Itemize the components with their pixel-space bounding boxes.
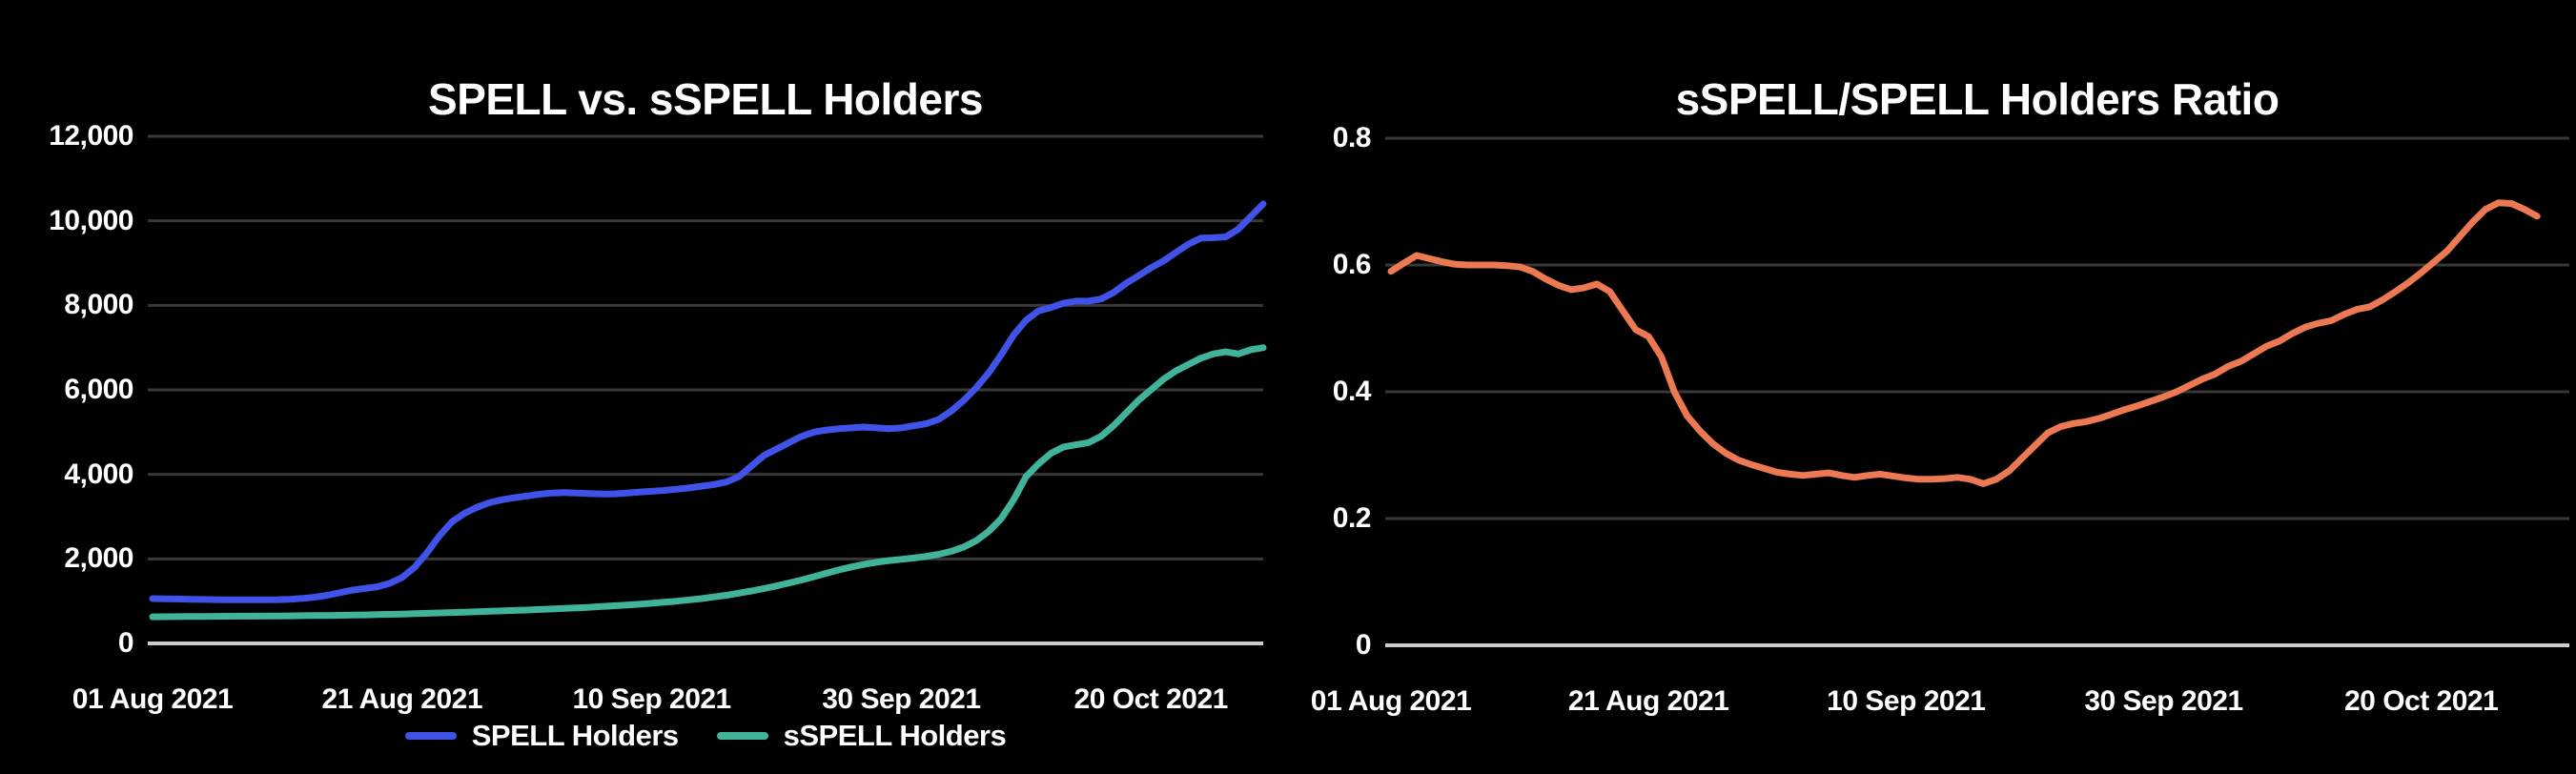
sspell-holders-line-swatch bbox=[716, 732, 768, 740]
y-tick-label: 0.4 bbox=[1332, 376, 1372, 407]
y-tick-label: 8,000 bbox=[64, 289, 133, 321]
chart-spell-vs-sspell-legend: SPELL Holders sSPELL Holders bbox=[148, 713, 1263, 759]
chart-sspell-spell-ratio-plot bbox=[1385, 136, 2569, 647]
sspell-holders-legend-label: sSPELL Holders bbox=[783, 719, 1007, 752]
x-tick-label: 01 Aug 2021 bbox=[72, 683, 234, 715]
series-line-1 bbox=[149, 344, 1267, 621]
chart-spell-vs-sspell-canvas bbox=[148, 134, 1267, 645]
y-tick-label: 10,000 bbox=[49, 204, 133, 236]
y-tick-label: 0 bbox=[117, 627, 134, 659]
x-tick-label: 20 Oct 2021 bbox=[2343, 685, 2499, 717]
y-tick-label: 6,000 bbox=[64, 374, 133, 405]
x-tick-label: 30 Sep 2021 bbox=[822, 683, 981, 715]
y-tick-label: 0.8 bbox=[1332, 122, 1372, 153]
y-tick-label: 0 bbox=[1355, 629, 1372, 661]
chart-sspell-spell-ratio-canvas bbox=[1385, 136, 2569, 647]
x-tick-label: 10 Sep 2021 bbox=[1827, 685, 1986, 717]
y-tick-label: 0.6 bbox=[1332, 249, 1372, 280]
chart-spell-vs-sspell-plot bbox=[148, 134, 1267, 645]
legend-item-sspell-holders: sSPELL Holders bbox=[716, 719, 1007, 753]
x-tick-label: 21 Aug 2021 bbox=[321, 683, 483, 715]
legend-item-spell-holders: SPELL Holders bbox=[404, 719, 679, 753]
chart-spell-vs-sspell-title: SPELL vs. sSPELL Holders bbox=[428, 73, 983, 124]
chart-sspell-spell-ratio-title: sSPELL/SPELL Holders Ratio bbox=[1675, 73, 2280, 124]
y-tick-label: 4,000 bbox=[64, 458, 133, 490]
spell-holders-legend-label: SPELL Holders bbox=[471, 719, 679, 752]
x-tick-label: 10 Sep 2021 bbox=[572, 683, 731, 715]
spell-holders-line-swatch bbox=[404, 732, 457, 740]
y-tick-label: 0.2 bbox=[1332, 502, 1372, 534]
series-line-0 bbox=[149, 200, 1267, 603]
y-tick-label: 12,000 bbox=[49, 120, 133, 152]
x-tick-label: 01 Aug 2021 bbox=[1310, 685, 1472, 717]
x-tick-label: 30 Sep 2021 bbox=[2084, 685, 2243, 717]
x-tick-label: 20 Oct 2021 bbox=[1073, 683, 1229, 715]
series-line-0 bbox=[1387, 199, 2541, 487]
x-tick-label: 21 Aug 2021 bbox=[1567, 685, 1729, 717]
y-tick-label: 2,000 bbox=[64, 542, 133, 575]
